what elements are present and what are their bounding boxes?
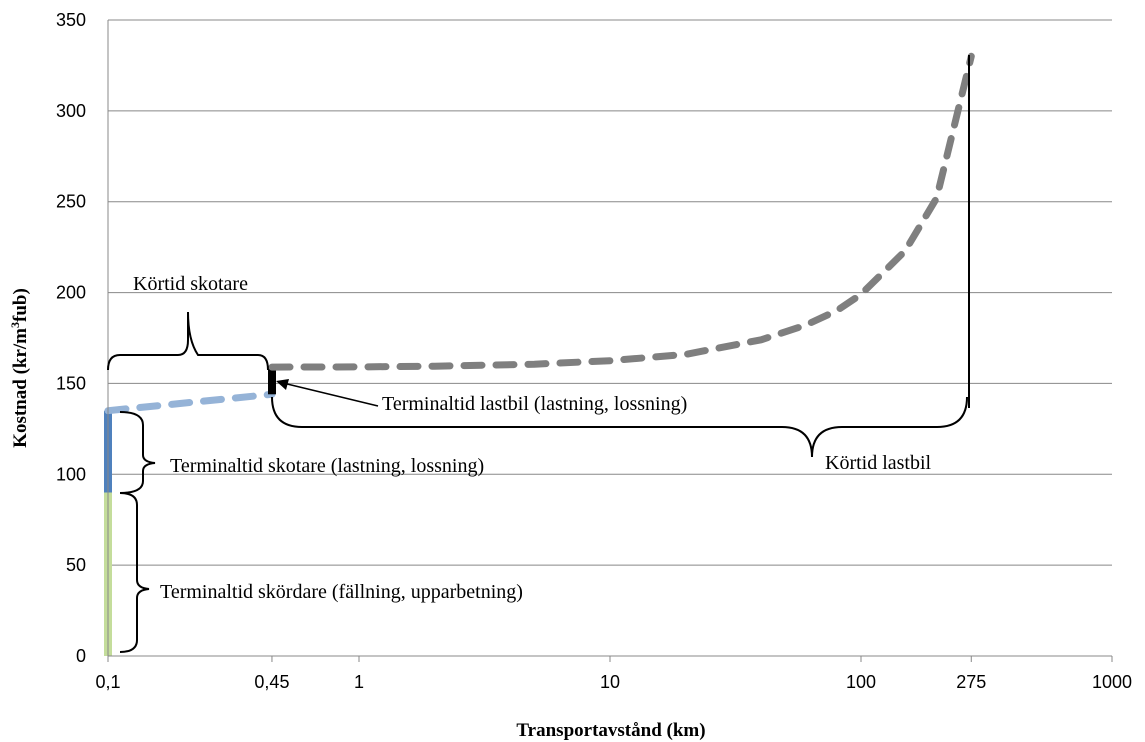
bracket-terminaltid-skotare [119, 411, 156, 494]
x-tick-label: 275 [956, 672, 986, 692]
y-tick-label: 150 [56, 373, 86, 393]
label-kortid-lastbil: Körtid lastbil [825, 452, 932, 474]
label-kortid-skotare: Körtid skotare [133, 273, 248, 295]
y-tick-label: 200 [56, 283, 86, 303]
tick-labels: 0 50 100 150 200 250 300 350 0,1 0,45 1 10 100 275 100… [56, 10, 1132, 692]
x-tick-label: 10 [600, 672, 620, 692]
bracket-terminaltid-skordare [119, 492, 150, 653]
bracket-kortid-skotare [107, 311, 269, 371]
series-line-4 [268, 52, 975, 371]
x-tick-label: 1 [354, 672, 364, 692]
y-axis-title-main: Kostnad (kr/m [10, 328, 31, 448]
series-line-2 [104, 390, 276, 415]
y-tick-label: 100 [56, 464, 86, 484]
y-axis-title-sup: 3 [8, 322, 22, 328]
x-tick-label: 0,1 [95, 672, 120, 692]
label-terminaltid-lastbil: Terminaltid lastbil (lastning, lossning) [382, 393, 687, 415]
y-tick-label: 250 [56, 192, 86, 212]
y-tick-label: 0 [76, 646, 86, 666]
x-axis-title: Transportavstånd (km) [516, 720, 705, 741]
x-tick-label: 1000 [1092, 672, 1132, 692]
y-tick-label: 50 [66, 555, 86, 575]
gridlines [108, 19, 1112, 566]
y-tick-label: 350 [56, 10, 86, 30]
axes [107, 20, 1113, 662]
label-terminaltid-skordare: Terminaltid skördare (fällning, upparbet… [160, 581, 523, 603]
series-lines [104, 52, 975, 656]
label-terminaltid-skotare: Terminaltid skotare (lastning, lossning) [170, 455, 484, 477]
bracket-kortid-lastbil [271, 396, 968, 458]
x-tick-label: 0,45 [254, 672, 289, 692]
y-axis-title-end: fub) [10, 288, 31, 322]
y-tick-label: 300 [56, 101, 86, 121]
y-axis-title: Kostnad (kr/m3fub) [8, 288, 31, 448]
arrow-terminaltid-lastbil-head [276, 379, 289, 390]
arrow-terminaltid-lastbil [282, 382, 379, 407]
x-tick-label: 100 [846, 672, 876, 692]
